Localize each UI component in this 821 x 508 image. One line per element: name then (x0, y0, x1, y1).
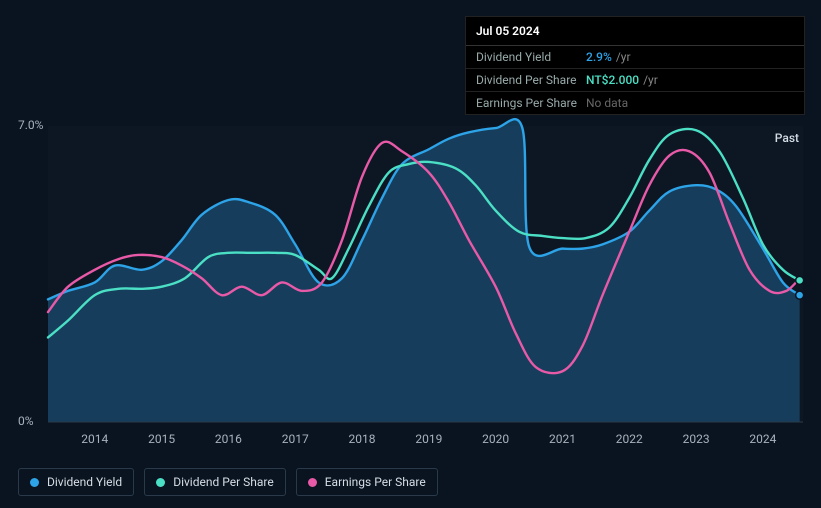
x-axis-label: 2017 (282, 432, 309, 446)
series-end-marker-dividend_per_share (796, 276, 804, 284)
tooltip-row-label: Earnings Per Share (476, 96, 586, 110)
x-axis-label: 2018 (349, 432, 376, 446)
tooltip-row-label: Dividend Per Share (476, 73, 586, 87)
x-axis-label: 2015 (148, 432, 175, 446)
tooltip-row-label: Dividend Yield (476, 50, 586, 64)
x-axis-label: 2024 (749, 432, 776, 446)
x-axis-label: 2020 (482, 432, 509, 446)
series-end-marker-dividend_yield (796, 291, 804, 299)
chart-legend: Dividend Yield Dividend Per Share Earnings… (18, 468, 438, 496)
x-axis-label: 2016 (215, 432, 242, 446)
legend-item-earnings_per_share[interactable]: Earnings Per Share (296, 468, 438, 496)
x-axis-label: 2023 (683, 432, 710, 446)
y-axis-label: 7.0% (18, 118, 43, 132)
tooltip-row: Dividend Per ShareNT$2.000/yr (466, 69, 804, 92)
tooltip-row-unit: /yr (643, 73, 658, 87)
tooltip-row: Dividend Yield2.9% /yr (466, 46, 804, 69)
tooltip-row-nodata: No data (586, 96, 628, 110)
legend-dot-icon (308, 478, 317, 487)
x-axis-label: 2022 (616, 432, 643, 446)
tooltip-row: Earnings Per ShareNo data (466, 92, 804, 114)
legend-item-label: Dividend Per Share (173, 475, 274, 489)
x-axis-label: 2021 (549, 432, 576, 446)
y-axis-label: 0% (18, 414, 34, 428)
legend-dot-icon (156, 478, 165, 487)
legend-item-label: Dividend Yield (47, 475, 122, 489)
x-axis-label: 2014 (81, 432, 108, 446)
x-axis-label: 2019 (415, 432, 442, 446)
legend-item-dividend_per_share[interactable]: Dividend Per Share (144, 468, 286, 496)
tooltip-row-value: NT$2.000 (586, 73, 639, 87)
legend-dot-icon (30, 478, 39, 487)
past-label: Past (775, 131, 799, 145)
tooltip-date: Jul 05 2024 (466, 17, 804, 46)
legend-item-label: Earnings Per Share (325, 475, 426, 489)
chart-tooltip: Jul 05 2024 Dividend Yield2.9%/yrDividen… (465, 16, 805, 115)
legend-item-dividend_yield[interactable]: Dividend Yield (18, 468, 134, 496)
tooltip-row-unit: /yr (616, 50, 631, 64)
tooltip-row-value: 2.9% (586, 50, 612, 64)
